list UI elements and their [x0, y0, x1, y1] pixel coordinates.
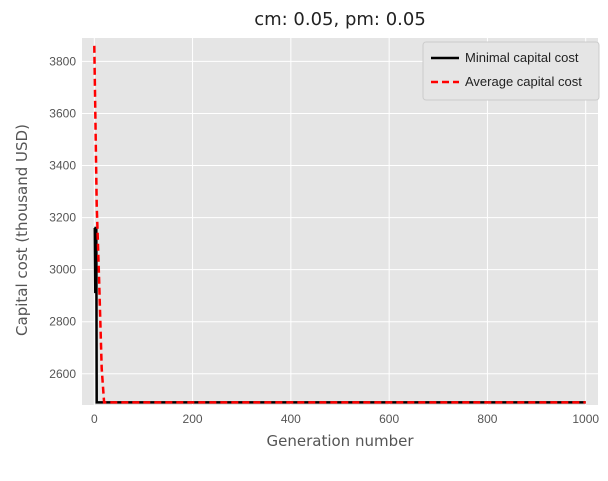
x-tick-label: 200 [183, 412, 203, 426]
y-tick-label: 2600 [49, 367, 76, 381]
x-tick-label: 0 [91, 412, 98, 426]
legend-label-minimal: Minimal capital cost [465, 50, 579, 65]
y-tick-label: 3800 [49, 54, 76, 68]
legend-box [422, 41, 600, 101]
legend-label-average: Average capital cost [465, 74, 582, 89]
grid-lines [82, 38, 598, 405]
series-layer [93, 45, 586, 404]
x-tick-label: 600 [379, 412, 399, 426]
x-tick-label: 400 [281, 412, 301, 426]
series-minimal-capital-cost [93, 226, 586, 404]
y-axis-ticks: 2600 2800 3000 3200 3400 3600 3800 [49, 54, 76, 380]
y-tick-label: 3200 [49, 211, 76, 225]
x-tick-label: 1000 [572, 412, 599, 426]
x-axis-label: Generation number [267, 432, 415, 450]
chart-title: cm: 0.05, pm: 0.05 [254, 9, 426, 30]
y-tick-label: 3600 [49, 106, 76, 120]
y-tick-label: 3000 [49, 263, 76, 277]
x-axis-ticks: 0 200 400 600 800 1000 [91, 412, 599, 426]
legend: Minimal capital cost Average capital cos… [422, 41, 600, 101]
y-axis-label: Capital cost (thousand USD) [13, 124, 31, 336]
series-average-capital-cost [93, 45, 586, 404]
x-tick-label: 800 [477, 412, 497, 426]
y-tick-label: 3400 [49, 159, 76, 173]
y-tick-label: 2800 [49, 315, 76, 329]
